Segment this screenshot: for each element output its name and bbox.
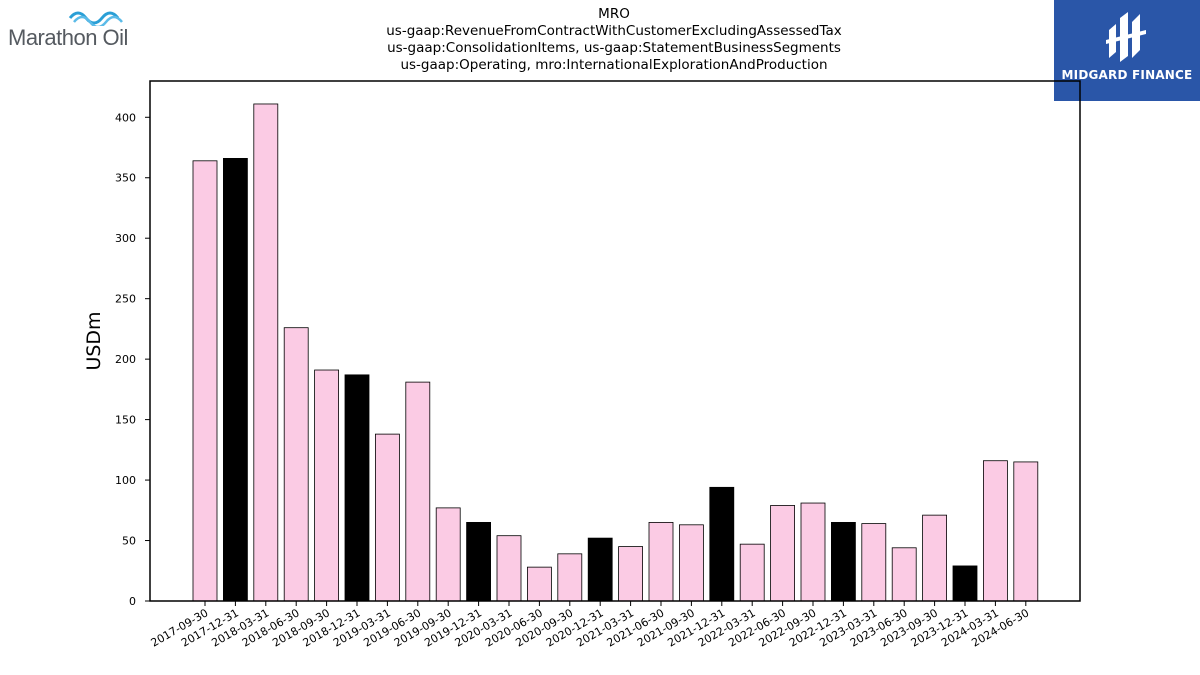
- title-line-concept: us-gaap:RevenueFromContractWithCustomerE…: [386, 23, 842, 39]
- plot-frame: [149, 80, 1081, 602]
- bar-2018-06-30: [283, 327, 309, 602]
- bar-2021-03-31: [618, 546, 643, 602]
- bar-2020-03-31: [496, 535, 522, 602]
- bar-2022-03-31: [739, 543, 765, 602]
- y-axis: 0 50 100 150 200 250 300 350 400: [115, 111, 150, 608]
- y-axis-label: USDm: [83, 311, 105, 370]
- bar-2020-06-30: [527, 566, 552, 602]
- bar-2023-12-31: [952, 565, 978, 602]
- midgard-emblem-icon: [1106, 12, 1146, 62]
- bar-2021-06-30: [648, 521, 674, 602]
- bar-2022-09-30: [800, 502, 826, 602]
- y-tick-label: 150: [115, 414, 136, 427]
- wave-icon: [68, 11, 123, 26]
- bar-2024-06-30: [1013, 461, 1039, 602]
- bar-2019-12-31: [466, 521, 492, 602]
- bar-2019-06-30: [405, 381, 431, 602]
- x-axis: 2017-09-302017-12-312018-03-312018-06-30…: [149, 601, 1031, 650]
- bar-2020-12-31: [587, 537, 613, 602]
- bar-2024-03-31: [983, 460, 1008, 602]
- logo-wordmark: Marathon Oil: [8, 25, 128, 50]
- logo-brand-text: MIDGARD FINANCE: [1061, 68, 1193, 82]
- bar-group: [192, 103, 1039, 602]
- bar-2019-09-30: [435, 507, 461, 602]
- title-line-ticker: MRO: [598, 6, 630, 22]
- title-line-members: us-gaap:Operating, mro:InternationalExpl…: [400, 57, 828, 73]
- chart-title: MRO us-gaap:RevenueFromContractWithCusto…: [314, 6, 914, 74]
- y-tick-label: 50: [122, 535, 136, 548]
- bar-2023-09-30: [922, 514, 947, 602]
- midgard-finance-logo: MIDGARD FINANCE: [1054, 0, 1200, 101]
- y-tick-label: 400: [115, 111, 136, 124]
- title-line-axes: us-gaap:ConsolidationItems, us-gaap:Stat…: [387, 40, 841, 56]
- bar-2019-03-31: [374, 433, 400, 602]
- y-tick-label: 250: [115, 293, 136, 306]
- bar-2017-09-30: [192, 160, 218, 602]
- y-tick-label: 100: [115, 474, 136, 487]
- bar-2017-12-31: [222, 157, 248, 602]
- bar-2022-06-30: [770, 505, 795, 602]
- marathon-oil-logo: Marathon Oil: [6, 8, 156, 53]
- y-tick-label: 350: [115, 172, 136, 185]
- bar-2023-06-30: [891, 547, 917, 602]
- bar-2022-12-31: [831, 521, 856, 602]
- y-tick-label: 200: [115, 353, 136, 366]
- bar-2018-03-31: [253, 103, 279, 602]
- bar-2020-09-30: [557, 553, 583, 602]
- bar-2021-09-30: [679, 524, 704, 602]
- bar-2018-12-31: [344, 374, 370, 602]
- y-tick-label: 300: [115, 232, 136, 245]
- bar-2021-12-31: [709, 486, 735, 602]
- bar-2023-03-31: [861, 523, 887, 602]
- bar-2018-09-30: [314, 369, 340, 602]
- y-tick-label: 0: [129, 595, 136, 608]
